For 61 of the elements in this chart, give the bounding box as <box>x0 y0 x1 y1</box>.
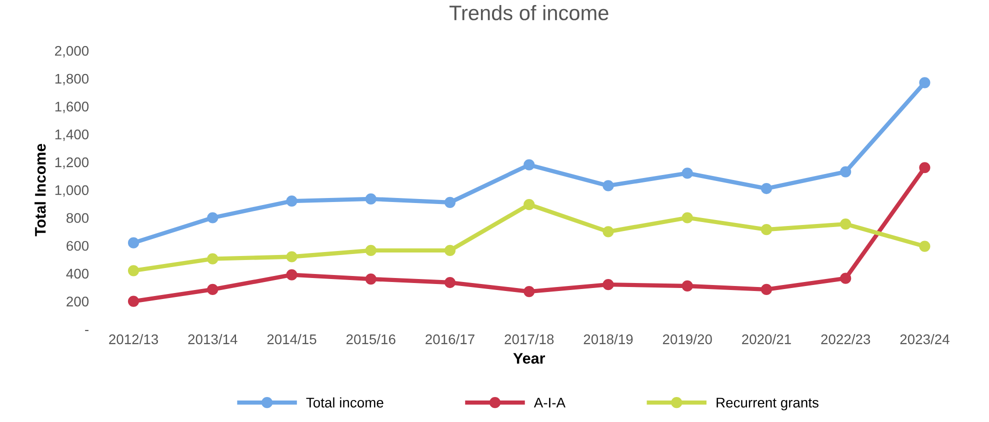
y-axis-title: Total Income <box>34 144 46 236</box>
legend-label: A-I-A <box>534 398 566 408</box>
point <box>128 237 140 248</box>
x-tick-label: 2020/21 <box>742 334 791 344</box>
point <box>840 166 852 178</box>
x-tick-label: 2015/16 <box>346 334 396 344</box>
x-axis-title: Year <box>513 353 546 364</box>
point <box>207 284 218 296</box>
point <box>919 77 930 88</box>
y-tick-label: - <box>85 330 88 332</box>
point <box>760 224 772 236</box>
x-tick-label: 2013/14 <box>188 334 238 344</box>
y-tick-label: 1,200 <box>55 157 89 169</box>
x-tick-label: 2019/20 <box>662 334 712 344</box>
point <box>128 265 140 276</box>
legend-label: Recurrent grants <box>716 398 818 410</box>
x-tick-label: 2014/15 <box>267 334 316 344</box>
y-tick-label: 800 <box>66 213 89 223</box>
point <box>919 240 930 252</box>
point <box>444 244 456 256</box>
point <box>286 269 298 280</box>
y-tick-label: 200 <box>66 296 89 306</box>
x-tick-label: 2018/19 <box>584 334 633 344</box>
point <box>128 296 140 307</box>
point <box>524 286 535 298</box>
point <box>286 251 298 262</box>
point <box>207 212 218 224</box>
y-tick-label: 600 <box>66 240 89 251</box>
point <box>365 244 376 256</box>
point <box>365 193 376 205</box>
point <box>919 162 930 174</box>
point <box>207 253 218 264</box>
point <box>602 279 614 290</box>
point <box>602 226 614 238</box>
y-tick-label: 1,400 <box>55 130 89 142</box>
x-tick-label: 2016/17 <box>426 334 474 344</box>
point <box>760 182 772 194</box>
point <box>682 280 693 292</box>
x-tick-label: 2022/23 <box>821 334 870 344</box>
point <box>444 196 456 208</box>
y-tick-label: 400 <box>66 268 89 279</box>
y-tick-label: 2,000 <box>55 46 89 58</box>
x-tick-label: 2017/18 <box>504 334 554 344</box>
point <box>760 284 772 296</box>
y-tick-label: 1,000 <box>55 185 89 197</box>
x-tick-label: 2023/24 <box>900 334 950 344</box>
point <box>286 195 298 207</box>
point <box>524 198 535 210</box>
point <box>524 159 535 170</box>
point <box>682 212 693 224</box>
chart-title: Trends of income <box>450 4 608 20</box>
point <box>602 180 614 192</box>
x-tick-label: 2012/13 <box>109 334 158 344</box>
y-tick-label: 1,600 <box>55 102 89 114</box>
point <box>840 218 852 230</box>
y-tick-label: 1,800 <box>55 74 89 86</box>
point <box>840 272 852 284</box>
legend-label: Total income <box>306 397 384 408</box>
point <box>682 168 693 179</box>
point <box>365 273 376 285</box>
point <box>444 276 456 288</box>
